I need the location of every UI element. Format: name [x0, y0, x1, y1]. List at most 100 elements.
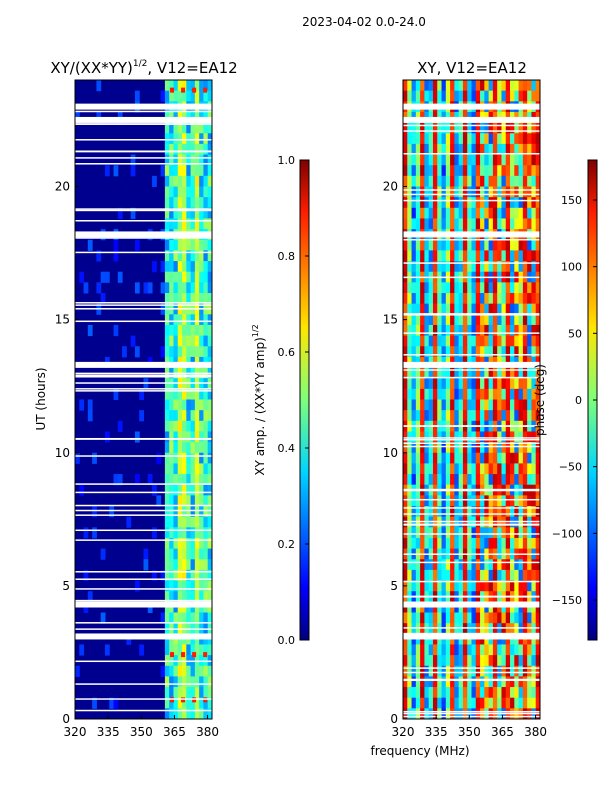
- heatmap-cell: [450, 474, 455, 486]
- heatmap-cell: [411, 314, 417, 326]
- heatmap-cell: [190, 548, 196, 560]
- flagged-row-thin: [75, 588, 212, 590]
- heatmap-cell: [428, 250, 434, 262]
- heatmap-cell: [182, 175, 187, 187]
- heatmap-cell: [514, 133, 520, 145]
- heatmap-cell: [428, 239, 434, 251]
- heatmap-cell: [467, 399, 472, 411]
- heatmap-cell: [518, 399, 524, 411]
- heatmap-cell: [203, 399, 209, 411]
- heatmap-cell: [424, 687, 430, 699]
- heatmap-cell: [510, 282, 515, 294]
- heatmap-cell: [501, 410, 507, 422]
- heatmap-cell: [432, 303, 438, 315]
- heatmap-cell: [87, 591, 93, 603]
- heatmap-cell: [207, 261, 212, 273]
- heatmap-cell: [411, 186, 417, 198]
- heatmap-cell: [420, 697, 425, 709]
- heatmap-cell: [173, 175, 179, 187]
- heatmap-cell: [177, 463, 183, 475]
- heatmap-cell: [535, 239, 540, 251]
- colorbar-tick-label: 0: [575, 394, 582, 407]
- heatmap-cell: [488, 335, 494, 347]
- heatmap-cell: [531, 665, 537, 677]
- heatmap-cell: [522, 569, 528, 582]
- heatmap-cell: [182, 708, 187, 719]
- heatmap-cell: [199, 644, 204, 656]
- heatmap-cell: [450, 80, 455, 92]
- heatmap-cell: [190, 143, 196, 156]
- heatmap-cell: [535, 388, 540, 400]
- heatmap-cell: [424, 452, 430, 464]
- heatmap-cell: [535, 697, 540, 709]
- y-tick-label: 10: [383, 446, 398, 460]
- heatmap-cell: [420, 239, 425, 251]
- heatmap-cell: [471, 676, 477, 688]
- heatmap-cell: [411, 197, 417, 209]
- heatmap-cell: [488, 676, 494, 688]
- heatmap-cell: [199, 580, 204, 592]
- heatmap-cell: [403, 612, 408, 624]
- heatmap-cell: [420, 644, 425, 656]
- heatmap-cell: [510, 314, 515, 326]
- heatmap-cell: [475, 410, 481, 422]
- heatmap-cell: [522, 559, 528, 571]
- heatmap-cell: [164, 442, 170, 454]
- heatmap-cell: [199, 559, 204, 571]
- heatmap-cell: [484, 559, 490, 571]
- heatmap-cell: [207, 580, 212, 592]
- heatmap-cell: [207, 697, 212, 709]
- heatmap-cell: [510, 80, 515, 92]
- heatmap-cell: [458, 388, 464, 400]
- heatmap-cell: [458, 186, 464, 198]
- heatmap-cell: [182, 442, 187, 454]
- heatmap-cell: [445, 154, 451, 166]
- x-tick-label: 380: [524, 725, 547, 739]
- heatmap-cell: [186, 420, 192, 432]
- heatmap-cell: [505, 303, 511, 315]
- heatmap-cell: [190, 506, 196, 518]
- heatmap-cell: [182, 484, 187, 496]
- heatmap-cell: [164, 207, 170, 219]
- heatmap-cell: [403, 676, 408, 688]
- heatmap-cell: [75, 452, 80, 464]
- heatmap-cell: [117, 207, 123, 219]
- heatmap-cell: [445, 314, 451, 326]
- heatmap-cell: [169, 324, 174, 337]
- heatmap-cell: [415, 655, 421, 667]
- heatmap-cell: [432, 314, 438, 326]
- heatmap-cell: [471, 442, 477, 454]
- heatmap-cell: [432, 133, 438, 145]
- amplitude-colorbar-label: XY amp. / (XX*YY amp)1/2: [251, 324, 267, 475]
- heatmap-cell: [186, 165, 192, 177]
- heatmap-cell: [501, 612, 507, 624]
- flagged-row-thin: [403, 679, 540, 682]
- flagged-row-thin: [75, 628, 212, 630]
- heatmap-cell: [203, 559, 209, 571]
- heatmap-cell: [522, 506, 528, 518]
- heatmap-cell: [450, 665, 455, 677]
- heatmap-cell: [407, 463, 413, 475]
- heatmap-cell: [432, 324, 438, 337]
- heatmap-cell: [454, 612, 460, 624]
- heatmap-cell: [458, 452, 464, 464]
- heatmap-cell: [462, 133, 468, 145]
- heatmap-cell: [420, 207, 425, 219]
- heatmap-cell: [164, 569, 170, 582]
- amplitude-panel-title: XY/(XX*YY)1/2, V12=EA12: [50, 59, 237, 77]
- heatmap-cell: [437, 293, 443, 305]
- heatmap-cell: [420, 165, 425, 177]
- heatmap-cell: [535, 218, 540, 230]
- heatmap-cell: [169, 591, 174, 603]
- heatmap-cell: [527, 474, 532, 486]
- heatmap-cell: [501, 495, 507, 507]
- heatmap-cell: [420, 303, 425, 315]
- heatmap-cell: [454, 644, 460, 656]
- heatmap-cell: [420, 261, 425, 273]
- heatmap-cell: [428, 133, 434, 145]
- heatmap-cell: [411, 537, 417, 550]
- heatmap-cell: [207, 420, 212, 432]
- heatmap-cell: [424, 676, 430, 688]
